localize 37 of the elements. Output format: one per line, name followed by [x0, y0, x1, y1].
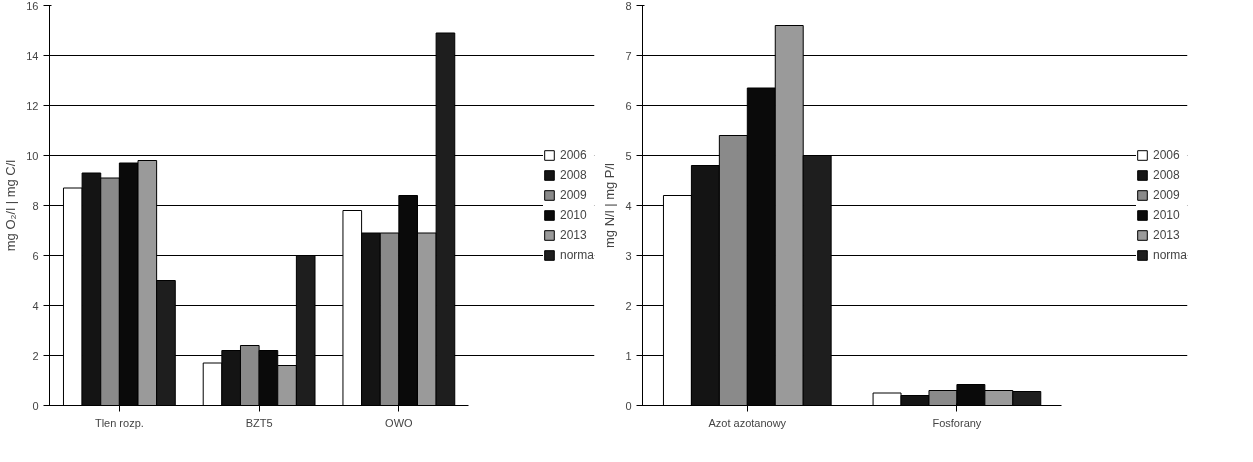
- x-tick-label: BZT5: [245, 416, 273, 429]
- y-tick-label: 4: [32, 299, 39, 312]
- y-tick-label: 12: [26, 99, 39, 112]
- y-tick-label: 4: [625, 199, 632, 212]
- legend-label: 2013: [1152, 228, 1180, 242]
- x-tick-label: Azot azotanowy: [708, 416, 787, 429]
- y-tick-label: 1: [625, 349, 632, 362]
- legend-label: norma: [559, 248, 594, 262]
- y-tick-label: 5: [625, 149, 632, 162]
- legend-label: 2010: [559, 208, 587, 222]
- y-tick-label: 8: [32, 199, 39, 212]
- legend-label: 2008: [1152, 168, 1180, 182]
- legend-label: 2009: [559, 188, 587, 202]
- x-tick-label: Tlen rozp.: [94, 416, 144, 429]
- legend-label: norma: [1152, 248, 1187, 262]
- y-tick-label: 2: [625, 299, 632, 312]
- y-axis-title: mg N/l | mg P/l: [602, 162, 618, 248]
- y-axis-title: mg O₂/l | mg C/l: [3, 159, 19, 252]
- y-tick-label: 0: [32, 399, 39, 412]
- x-tick-label: OWO: [385, 416, 414, 429]
- y-tick-label: 0: [625, 399, 632, 412]
- y-tick-label: 2: [32, 349, 39, 362]
- y-tick-label: 14: [26, 49, 39, 62]
- legend-label: 2010: [1152, 208, 1180, 222]
- legend-label: 2006: [1152, 148, 1180, 162]
- y-tick-label: 6: [32, 249, 39, 262]
- legend-label: 2008: [559, 168, 587, 182]
- y-tick-label: 8: [625, 0, 632, 12]
- x-tick-label: Fosforany: [932, 416, 982, 429]
- y-tick-label: 6: [625, 99, 632, 112]
- y-tick-label: 3: [625, 249, 632, 262]
- y-tick-label: 10: [26, 149, 39, 162]
- y-tick-label: 16: [26, 0, 39, 12]
- legend-label: 2009: [1152, 188, 1180, 202]
- y-tick-label: 7: [625, 49, 632, 62]
- legend-label: 2006: [559, 148, 587, 162]
- legend-label: 2013: [559, 228, 587, 242]
